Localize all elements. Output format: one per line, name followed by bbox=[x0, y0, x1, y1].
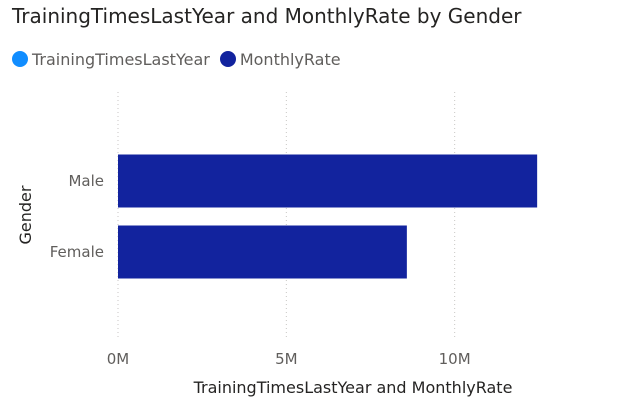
bars bbox=[118, 154, 538, 279]
x-tick-label: 10M bbox=[439, 350, 471, 368]
legend-item-training-times[interactable]: TrainingTimesLastYear bbox=[12, 50, 210, 69]
y-tick-label: Female bbox=[50, 243, 104, 261]
legend-marker-training-times-icon bbox=[12, 51, 28, 67]
legend-item-monthly-rate[interactable]: MonthlyRate bbox=[219, 49, 341, 69]
x-tick-label: 0M bbox=[107, 350, 130, 368]
y-axis-title: Gender bbox=[16, 185, 35, 244]
legend: TrainingTimesLastYear MonthlyRate bbox=[12, 48, 351, 70]
y-axis-tick-labels: Male Female bbox=[50, 172, 104, 261]
x-axis-tick-labels: 0M 5M 10M bbox=[107, 350, 471, 368]
legend-label-training-times: TrainingTimesLastYear bbox=[32, 49, 210, 69]
bar-monthlyrate-female[interactable] bbox=[118, 225, 407, 279]
gridlines bbox=[117, 92, 456, 340]
x-tick-label: 5M bbox=[275, 350, 298, 368]
x-axis-title: TrainingTimesLastYear and MonthlyRate bbox=[193, 378, 513, 397]
legend-label-monthly-rate: MonthlyRate bbox=[239, 49, 341, 69]
legend-marker-monthly-rate-icon bbox=[219, 51, 236, 67]
y-tick-label: Male bbox=[68, 172, 104, 190]
chart-title: TrainingTimesLastYear and MonthlyRate by… bbox=[12, 4, 522, 28]
bar-monthlyrate-male[interactable] bbox=[118, 154, 538, 208]
